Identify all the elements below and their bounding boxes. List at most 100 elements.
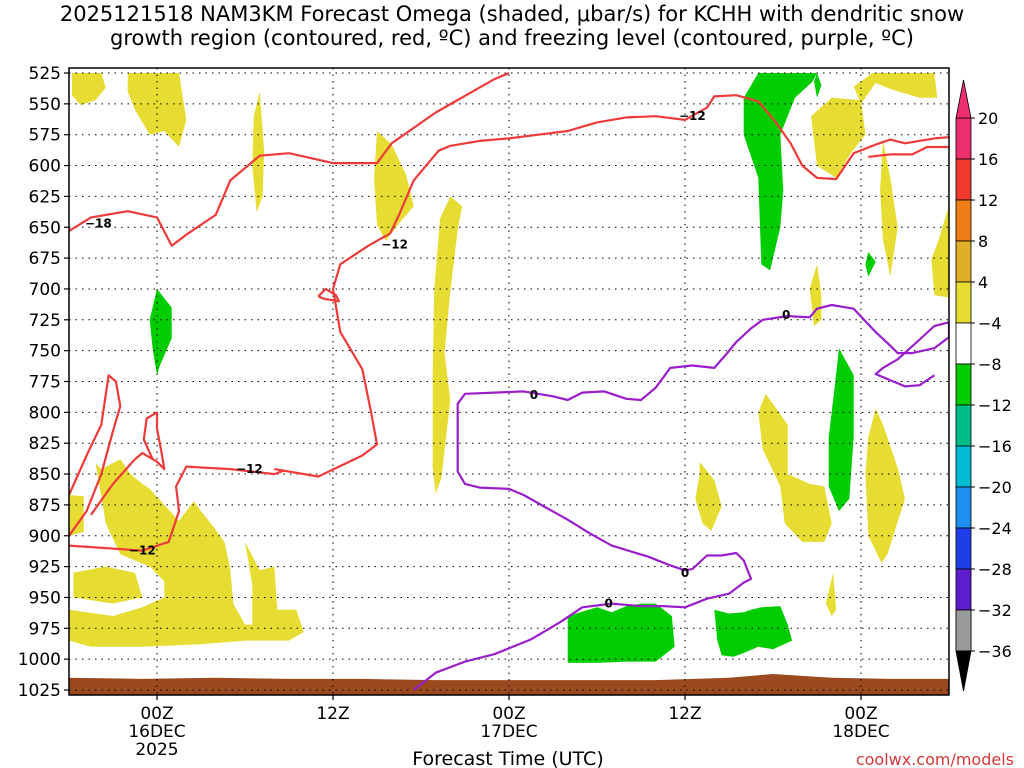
- omega-positive-region: [880, 140, 898, 277]
- x-tick-sublabel: 18DEC: [832, 722, 889, 742]
- watermark-text: coolwx.com/models: [856, 750, 1014, 768]
- contour-label: 0: [681, 566, 689, 580]
- omega-positive-region: [374, 131, 414, 241]
- grid-lines: [69, 68, 949, 695]
- contour-label: −18: [85, 217, 112, 231]
- omega-negative-region: [149, 288, 172, 376]
- y-tick-label: 1000: [18, 650, 61, 670]
- colorbar-segment: [955, 363, 972, 406]
- dendritic-contour-line: [317, 287, 340, 303]
- colorbar-bottom-arrow: [955, 650, 972, 692]
- contour-labels: −18 −12 −12 −12 −12 0 0 0 0: [85, 109, 790, 610]
- omega-positive-region: [865, 408, 905, 563]
- contour-label: −12: [381, 238, 408, 252]
- y-tick-label: 725: [29, 311, 61, 331]
- y-tick-label: 750: [29, 342, 61, 362]
- chart-title: 2025121518 NAM3KM Forecast Omega (shaded…: [0, 2, 1024, 50]
- x-tick-sublabel: 2025: [135, 740, 178, 760]
- dendritic-growth-contours: [69, 71, 949, 552]
- omega-positive-region: [69, 495, 84, 536]
- dendritic-contour-line: [274, 232, 391, 478]
- omega-negative-region: [828, 348, 854, 512]
- omega-positive-region: [853, 73, 938, 104]
- colorbar-segment: [955, 609, 972, 652]
- contour-label: −12: [129, 544, 156, 558]
- colorbar-label: 20: [978, 109, 998, 128]
- omega-positive-region: [695, 461, 722, 531]
- omega-positive-region: [931, 206, 949, 298]
- colorbar-segment: [955, 117, 972, 160]
- colorbar-segment: [955, 445, 972, 488]
- y-tick-label: 1025: [18, 681, 61, 701]
- y-tick-label: 975: [29, 619, 61, 639]
- omega-positive-region: [758, 393, 832, 542]
- colorbar-label: −12: [978, 396, 1012, 415]
- colorbar-label: −16: [978, 437, 1012, 456]
- colorbar-label: −28: [978, 560, 1012, 579]
- y-tick-label: 925: [29, 558, 61, 578]
- omega-positive-region: [252, 91, 265, 213]
- colorbar-label: 12: [978, 191, 998, 210]
- x-tick-label: 00Z: [492, 704, 525, 724]
- omega-negative-region: [814, 73, 822, 98]
- colorbar-segment: [955, 322, 972, 365]
- y-tick-label: 675: [29, 249, 61, 269]
- y-tick-label: 575: [29, 126, 61, 146]
- contour-label: 0: [530, 388, 538, 402]
- y-tick-label: 775: [29, 373, 61, 393]
- y-tick-label: 950: [29, 588, 61, 608]
- freezing-level-contours: [413, 303, 949, 691]
- colorbar-segment: [955, 281, 972, 324]
- x-tick-label: 00Z: [140, 704, 173, 724]
- dendritic-contour-line: [90, 411, 166, 516]
- y-tick-label: 850: [29, 465, 61, 485]
- dendritic-contour-line: [69, 374, 122, 537]
- omega-negative-region: [865, 251, 876, 277]
- colorbar-label: −4: [978, 314, 1002, 333]
- colorbar-segment: [955, 486, 972, 529]
- dendritic-contour-line: [69, 465, 285, 552]
- y-tick-label: 875: [29, 496, 61, 516]
- omega-negative-region: [743, 73, 817, 271]
- colorbar-label: 16: [978, 150, 998, 169]
- colorbar: 20 16 12 8 4 −4 −8 −12 −16 −20 −24 −28 −32 −36: [955, 79, 1012, 692]
- y-axis: 525 550 575 600 625 650 675 700 725 750 775 800 825 8…: [18, 64, 69, 701]
- y-tick-label: 625: [29, 187, 61, 207]
- plot-area: −18 −12 −12 −12 −12 0 0 0 0: [69, 68, 949, 695]
- omega-positive-region: [825, 572, 837, 616]
- colorbar-segment: [955, 199, 972, 242]
- y-tick-label: 700: [29, 280, 61, 300]
- y-tick-label: 825: [29, 434, 61, 454]
- freezing-level-contour-line: [413, 303, 949, 691]
- contour-label: −12: [679, 109, 706, 123]
- colorbar-segment: [955, 527, 972, 570]
- colorbar-label: −8: [978, 355, 1002, 374]
- y-tick-label: 525: [29, 64, 61, 84]
- title-line-1: 2025121518 NAM3KM Forecast Omega (shaded…: [59, 2, 965, 26]
- colorbar-segment: [955, 158, 972, 201]
- colorbar-label: −36: [978, 642, 1012, 661]
- colorbar-label: −32: [978, 601, 1012, 620]
- colorbar-segment: [955, 404, 972, 447]
- colorbar-label: −24: [978, 519, 1012, 538]
- omega-positive-region: [73, 566, 143, 604]
- colorbar-label: −20: [978, 478, 1012, 497]
- omega-positive-region: [809, 264, 822, 326]
- omega-positive-region: [127, 73, 187, 147]
- omega-positive-region: [71, 73, 106, 106]
- dendritic-contour-line: [389, 94, 949, 234]
- terrain-ground: [69, 674, 949, 695]
- omega-positive-region: [811, 97, 866, 178]
- omega-negative-region: [714, 606, 793, 657]
- omega-negative-shading: [149, 73, 876, 663]
- x-tick-sublabel: 16DEC: [128, 722, 185, 742]
- x-tick-sublabel: 17DEC: [480, 722, 537, 742]
- x-tick-label: 12Z: [668, 704, 701, 724]
- omega-positive-shading: [69, 73, 949, 647]
- y-tick-label: 600: [29, 157, 61, 177]
- omega-positive-region: [69, 459, 304, 647]
- colorbar-segment: [955, 240, 972, 283]
- colorbar-top-arrow: [955, 79, 972, 119]
